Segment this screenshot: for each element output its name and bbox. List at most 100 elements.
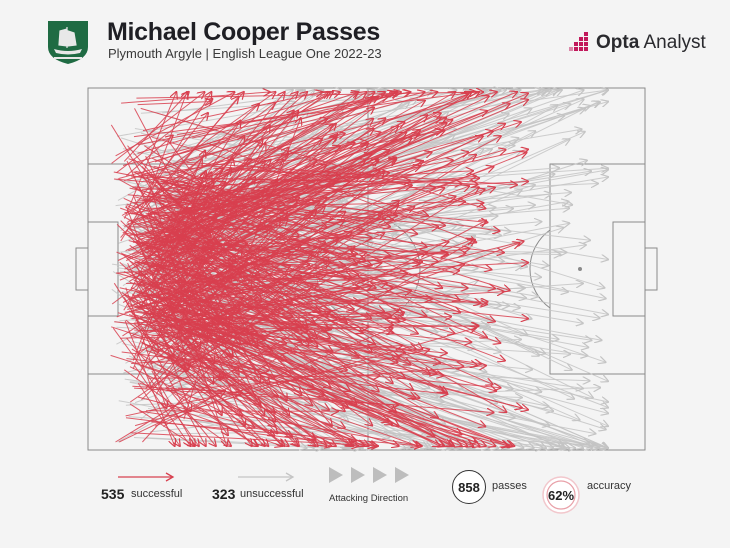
passes-label: passes [492, 480, 527, 492]
successful-pass-arrow [124, 369, 231, 446]
successful-pass-arrow [119, 287, 300, 327]
successful-pass-arrow [162, 322, 486, 446]
successful-pass-arrow [167, 93, 528, 249]
successful-pass-arrow [141, 171, 473, 191]
successful-pass-arrow [129, 159, 202, 291]
successful-pass-arrow [116, 224, 240, 344]
successful-pass-arrow [159, 132, 381, 205]
successful-pass-arrow [165, 387, 258, 446]
successful-pass-arrow [191, 327, 354, 446]
successful-pass-arrow [189, 334, 444, 376]
successful-pass-arrow [134, 263, 309, 265]
unsuccessful-pass-arrow [120, 90, 305, 232]
successful-pass-arrow [207, 324, 528, 409]
accuracy-value: 62% [547, 487, 575, 503]
successful-pass-arrow [118, 92, 438, 179]
successful-pass-arrow [128, 158, 327, 228]
successful-pass-arrow [159, 201, 317, 338]
successful-pass-arrow [141, 342, 278, 396]
successful-pass-arrow [151, 157, 443, 288]
unsuccessful-pass-arrow [143, 90, 457, 192]
successful-pass-arrow [142, 248, 319, 443]
successful-pass-arrow [180, 325, 496, 446]
passes-count: 858 [452, 470, 486, 504]
successful-pass-arrow [115, 92, 235, 157]
brand-name-bold: Opta [596, 32, 640, 53]
successful-pass-arrow [184, 315, 227, 446]
opta-logo-icon [569, 32, 588, 51]
successful-pass-arrow [132, 173, 205, 361]
successful-pass-arrow [133, 171, 268, 265]
successful-pass-arrow [135, 290, 287, 360]
successful-pass-arrow [144, 333, 276, 426]
successful-pass-arrow [162, 108, 374, 269]
successful-pass-arrow [172, 188, 347, 323]
successful-pass-arrow [156, 136, 483, 280]
unsuccessful-pass-arrow [168, 190, 593, 398]
successful-pass-arrow [154, 328, 393, 427]
right-penalty-spot [578, 267, 582, 271]
unsuccessful-count: 323 [212, 486, 236, 502]
accuracy-label: accuracy [587, 480, 632, 492]
successful-pass-arrow [137, 233, 448, 254]
successful-pass-arrow [121, 291, 353, 446]
successful-pass-arrow [182, 351, 352, 446]
successful-pass-arrow [140, 341, 187, 372]
successful-pass-arrow [167, 215, 506, 413]
successful-pass-arrow [137, 271, 459, 297]
club-crest-icon [48, 21, 88, 64]
attacking-direction-icon [329, 467, 409, 483]
successful-pass-arrow [146, 92, 479, 248]
successful-passes [110, 92, 528, 446]
header: Michael Cooper Passes Plymouth Argyle | … [0, 0, 730, 80]
successful-arrow-icon [118, 472, 175, 482]
successful-pass-arrow [117, 92, 472, 261]
successful-pass-arrow [137, 102, 212, 105]
unsuccessful-pass-arrow [189, 219, 605, 363]
attacking-direction-label: Attacking Direction [329, 493, 409, 504]
successful-pass-arrow [192, 92, 409, 139]
successful-pass-arrow [137, 92, 401, 146]
successful-pass-arrow [181, 92, 366, 214]
successful-pass-arrow [151, 119, 374, 286]
successful-pass-arrow [136, 293, 252, 446]
successful-pass-arrow [150, 229, 399, 322]
successful-pass-arrow [145, 247, 364, 281]
successful-pass-arrow [150, 210, 317, 388]
successful-pass-arrow [132, 294, 228, 435]
unsuccessful-arrow-icon [238, 472, 295, 482]
unsuccessful-pass-arrow [125, 388, 600, 406]
successful-pass-arrow [140, 107, 486, 208]
successful-pass-arrow [219, 198, 327, 248]
successful-pass-arrow [143, 130, 420, 302]
successful-pass-arrow [119, 261, 173, 310]
successful-pass-arrow [145, 178, 479, 198]
successful-count: 535 [101, 486, 125, 502]
successful-pass-arrow [220, 359, 514, 446]
unsuccessful-pass-arrow [131, 90, 293, 190]
successful-pass-arrow [151, 310, 398, 352]
successful-pass-arrow [144, 181, 337, 250]
right-goal [644, 247, 658, 291]
successful-pass-arrow [120, 207, 426, 316]
successful-pass-arrow [153, 337, 369, 446]
successful-pass-arrow [129, 366, 255, 428]
successful-pass-arrow [142, 92, 298, 252]
successful-pass-arrow [128, 152, 431, 252]
successful-pass-arrow [166, 143, 355, 219]
successful-pass-arrow [167, 140, 292, 305]
successful-pass-arrow [170, 388, 258, 446]
successful-pass-arrow [112, 327, 199, 446]
successful-pass-arrow [147, 212, 188, 369]
successful-pass-arrow [191, 382, 292, 437]
successful-pass-arrow [122, 96, 388, 166]
brand-name-light: Analyst [639, 32, 706, 53]
page-title: Michael Cooper Passes [107, 18, 380, 46]
successful-pass-arrow [110, 124, 232, 320]
opta-analyst-logo: Opta Analyst [566, 29, 716, 55]
successful-pass-arrow [137, 396, 332, 446]
successful-pass-arrow [154, 192, 372, 265]
successful-pass-arrow [138, 92, 244, 212]
successful-pass-arrow [129, 157, 396, 301]
